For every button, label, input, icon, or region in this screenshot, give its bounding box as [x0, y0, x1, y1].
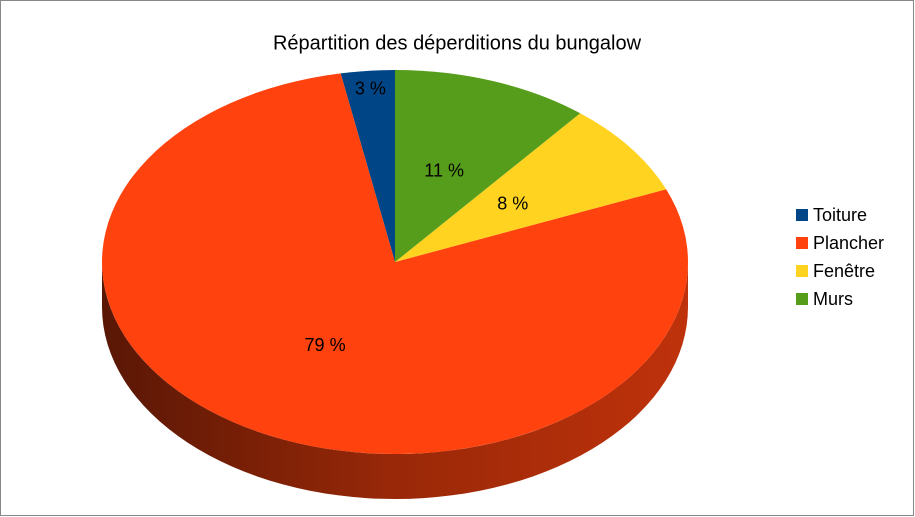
legend-swatch [796, 237, 808, 249]
pie-slice [395, 70, 581, 262]
chart-title: Répartition des déperditions du bungalow [273, 32, 642, 54]
legend-label: Fenêtre [813, 261, 875, 281]
value-label: 79 % [305, 335, 346, 355]
legend-label: Murs [813, 289, 853, 309]
pie-slice [395, 113, 667, 262]
legend-swatch [796, 265, 808, 277]
legend-swatch [796, 209, 808, 221]
value-label: 3 % [355, 79, 386, 99]
pie-slice [101, 73, 688, 455]
value-label: 11 % [424, 160, 464, 180]
legend-label: Toiture [813, 205, 867, 225]
pie-side [102, 262, 688, 499]
legend-swatch [796, 293, 808, 305]
value-label: 8 % [497, 194, 528, 214]
pie-slice [340, 70, 395, 262]
legend-label: Plancher [813, 233, 884, 253]
